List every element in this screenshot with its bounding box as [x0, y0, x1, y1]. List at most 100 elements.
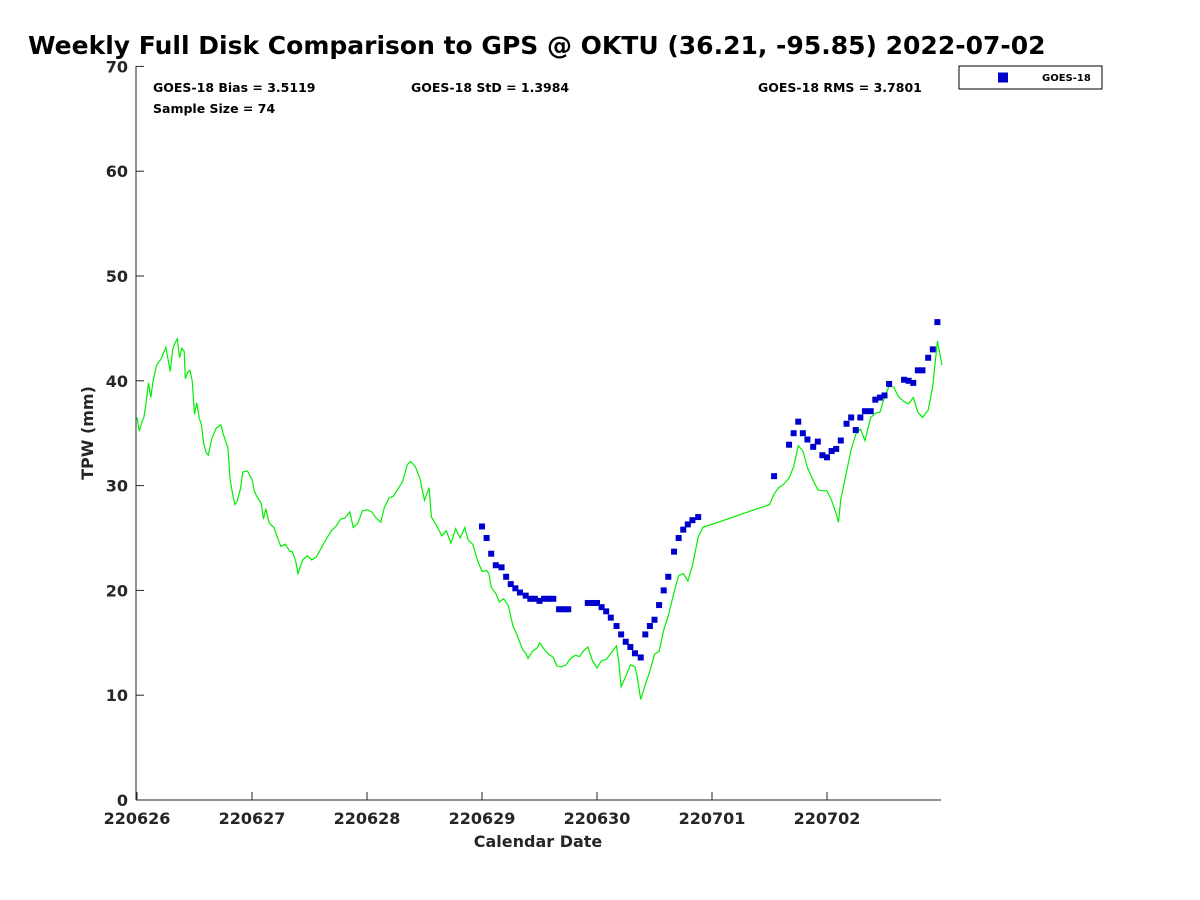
- y-tick-label: 50: [106, 267, 128, 286]
- legend-box: [958, 65, 1103, 90]
- goes-18-point: [861, 408, 868, 415]
- goes-18-point: [550, 595, 557, 602]
- goes-18-point: [901, 376, 908, 383]
- x-tick-label: 220701: [679, 809, 746, 828]
- goes-18-point: [790, 430, 797, 437]
- goes-18-point: [671, 548, 678, 555]
- goes-18-point: [594, 599, 600, 606]
- goes-18-point: [819, 452, 826, 459]
- y-tick-label: 30: [106, 477, 128, 496]
- plot-area: 0 10 20 30 40 50 60 70 220626 220627 220628 220629 2…: [104, 57, 943, 828]
- goes-18-point: [607, 614, 614, 621]
- goes-18-point: [536, 597, 543, 604]
- x-tick-label: 220630: [564, 809, 631, 828]
- goes-18-point: [837, 437, 844, 444]
- goes-18-point: [651, 616, 658, 623]
- goes-18-point: [852, 427, 859, 434]
- goes-18-point: [804, 436, 811, 443]
- goes-18-point: [914, 367, 921, 374]
- goes-18-point: [795, 418, 802, 425]
- goes-18-point: [479, 523, 485, 530]
- goes-18-point: [680, 526, 687, 533]
- goes-18-point: [689, 517, 696, 524]
- goes-18-point: [824, 454, 830, 461]
- goes-18-point: [799, 430, 806, 437]
- goes-18-point: [565, 606, 572, 613]
- goes-18-point: [627, 643, 634, 650]
- x-tick-label: 220702: [794, 809, 861, 828]
- goes-18-point: [771, 473, 778, 480]
- x-tick-label: 220629: [449, 809, 516, 828]
- goes-18-point: [786, 441, 793, 448]
- goes-18-point: [665, 573, 672, 580]
- x-tick-label: 220628: [334, 809, 401, 828]
- y-tick-label: 10: [106, 686, 128, 705]
- stat-bias: GOES-18 Bias = 3.5119: [153, 80, 315, 95]
- goes-18-point: [881, 392, 888, 399]
- gps-series-line: [136, 337, 943, 700]
- goes-18-point: [488, 550, 495, 557]
- goes-18-point: [910, 379, 917, 386]
- stat-rms: GOES-18 RMS = 3.7801: [758, 80, 922, 95]
- y-tick-label: 70: [106, 57, 128, 76]
- goes-18-point: [929, 346, 936, 353]
- goes-18-point: [622, 638, 629, 645]
- goes-18-point: [848, 414, 855, 421]
- goes-18-point: [814, 438, 821, 445]
- goes-18-point: [675, 535, 682, 541]
- y-tick-label: 60: [106, 162, 128, 181]
- goes-18-point: [684, 521, 691, 528]
- goes-18-point: [886, 380, 893, 387]
- y-tick-label: 20: [106, 581, 128, 600]
- goes-18-point: [598, 604, 605, 611]
- y-axis-label: TPW (mm): [78, 386, 97, 480]
- goes-18-point: [522, 592, 529, 599]
- x-axis-label: Calendar Date: [474, 832, 603, 851]
- legend-marker: [998, 72, 1008, 83]
- goes-18-point: [618, 631, 625, 638]
- goes-18-point: [867, 408, 874, 415]
- goes-18-point: [507, 581, 514, 588]
- goes-18-point: [642, 631, 649, 638]
- goes-18-point: [872, 396, 879, 403]
- goes-18-point: [498, 564, 505, 571]
- goes-18-point: [695, 514, 702, 521]
- goes-18-point: [584, 599, 591, 606]
- x-tick-label: 220626: [104, 809, 171, 828]
- goes-18-point: [857, 414, 864, 421]
- stat-std: GOES-18 StD = 1.3984: [411, 80, 569, 95]
- y-tick-label: 40: [106, 372, 128, 391]
- goes-18-point: [527, 595, 534, 602]
- goes-18-point: [541, 595, 548, 602]
- goes-18-point: [483, 535, 490, 541]
- y-tick-label: 0: [117, 791, 128, 810]
- goes-18-point: [905, 377, 912, 384]
- goes-18-point: [934, 319, 941, 326]
- goes-18-point: [603, 608, 610, 615]
- goes-18-point: [503, 573, 510, 580]
- goes-18-point: [531, 595, 538, 602]
- goes-18-point: [545, 595, 552, 602]
- goes-18-point: [613, 623, 620, 630]
- goes-18-point: [646, 623, 653, 630]
- goes-18-point: [828, 448, 835, 455]
- goes-18-point: [492, 562, 499, 569]
- goes-18-point: [631, 650, 638, 657]
- goes-18-point: [843, 420, 850, 427]
- goes-18-point: [589, 599, 596, 606]
- goes-18-point: [556, 606, 563, 613]
- legend-label: GOES-18: [1042, 73, 1091, 84]
- stat-sample-size: Sample Size = 74: [153, 101, 275, 116]
- goes-18-point: [656, 602, 663, 609]
- goes-18-point: [560, 606, 567, 613]
- goes-18-point: [925, 354, 932, 361]
- goes-18-point: [919, 367, 926, 374]
- goes-18-point: [876, 394, 883, 401]
- goes-18-point: [637, 654, 644, 661]
- x-tick-label: 220627: [219, 809, 286, 828]
- goes-18-point: [516, 589, 523, 596]
- goes-18-point: [660, 587, 667, 594]
- chart-title: Weekly Full Disk Comparison to GPS @ OKT…: [28, 31, 1046, 60]
- goes-18-point: [833, 445, 840, 452]
